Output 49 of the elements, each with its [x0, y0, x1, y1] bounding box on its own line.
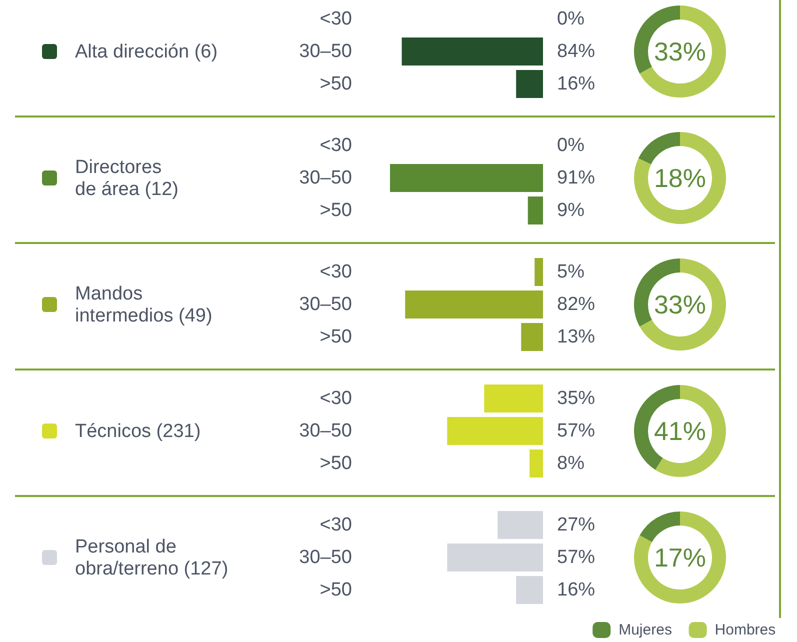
legend-label: Personal de obra/terreno (127): [75, 536, 228, 579]
y-tick-label: 30–50: [299, 41, 352, 62]
legend-label: Mandos intermedios (49): [75, 283, 212, 326]
y-tick-label: >50: [320, 453, 352, 474]
data-label: 57%: [557, 420, 596, 442]
donut-slice: [640, 512, 680, 542]
text: 33%: [654, 36, 706, 66]
y-tick-label: 30–50: [299, 547, 352, 568]
y-tick-label: <30: [320, 514, 352, 536]
legend-label: Mujeres: [618, 622, 672, 638]
y-tick-label: <30: [320, 8, 352, 30]
data-label: 57%: [557, 547, 596, 568]
data-label: 16%: [557, 580, 596, 600]
y-tick-label: <30: [320, 262, 352, 282]
data-label: 9%: [557, 200, 585, 221]
y-tick-label: >50: [320, 580, 352, 600]
data-label: 13%: [557, 326, 596, 348]
text: 17%: [654, 542, 706, 572]
data-label: 35%: [557, 388, 596, 409]
data-label: 84%: [557, 41, 596, 62]
data-label: 27%: [557, 514, 596, 536]
text: 41%: [654, 416, 706, 446]
donut-slice: [634, 512, 726, 604]
y-tick-label: <30: [320, 388, 352, 409]
data-label: 0%: [557, 8, 585, 30]
y-tick-label: >50: [320, 326, 352, 348]
donut-slice: [655, 385, 726, 477]
data-label: 8%: [557, 453, 585, 474]
text: 33%: [654, 290, 706, 320]
y-tick-label: 30–50: [299, 420, 352, 442]
data-label: 16%: [557, 74, 596, 94]
y-tick-label: >50: [320, 74, 352, 94]
data-label: 5%: [557, 262, 585, 282]
data-label: 91%: [557, 168, 596, 188]
donut-slice: [634, 132, 726, 224]
legend-label: Directores de área (12): [75, 156, 179, 200]
y-tick-label: 30–50: [299, 294, 352, 315]
data-label: 82%: [557, 294, 596, 315]
legend-label: Hombres: [714, 622, 776, 638]
y-tick-label: 30–50: [299, 168, 352, 188]
donut-slice: [638, 132, 680, 164]
legend-label: Alta dirección (6): [75, 41, 218, 62]
y-tick-label: >50: [320, 200, 352, 221]
donut-slice: [640, 258, 726, 350]
data-label: 0%: [557, 135, 585, 156]
text: 18%: [654, 163, 706, 193]
y-tick-label: <30: [320, 135, 352, 156]
legend-label: Técnicos (231): [75, 420, 201, 442]
donut-slice: [640, 6, 726, 98]
